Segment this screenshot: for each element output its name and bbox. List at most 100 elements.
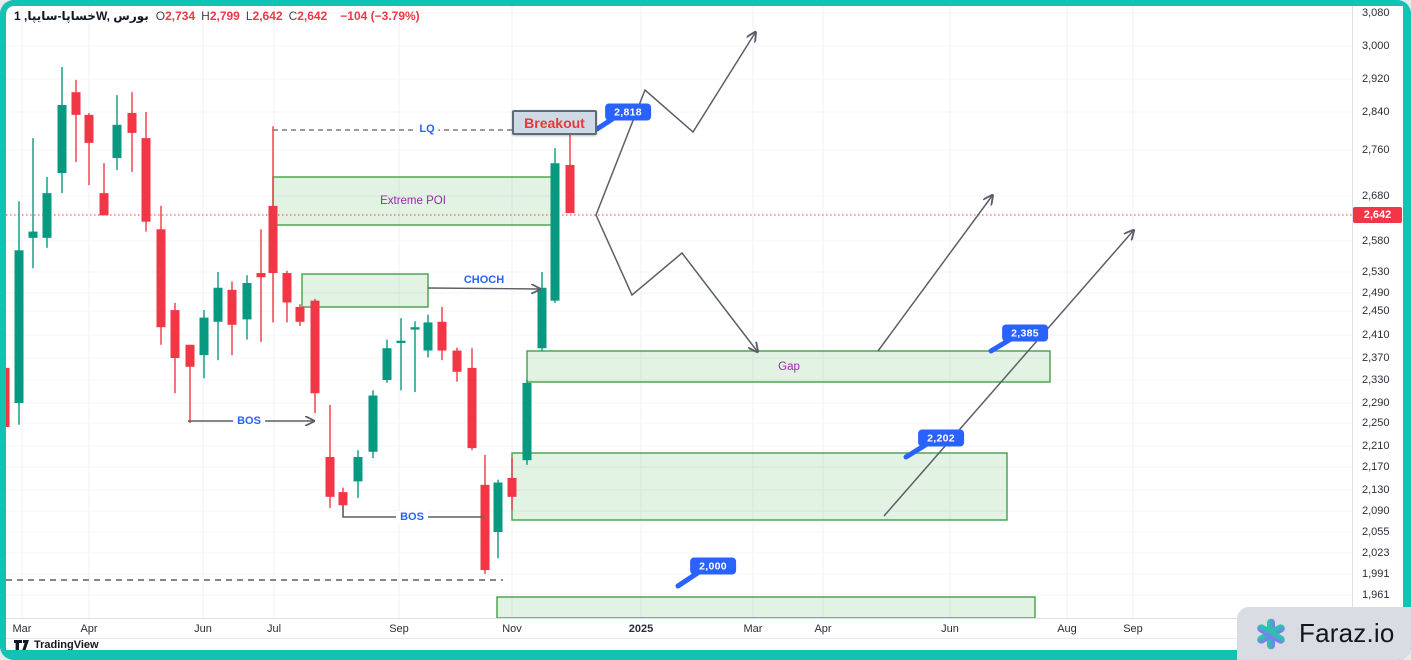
symbol-legend[interactable]: 1 ,خساپا-سایپاW, بورس O2,734 H2,799 L2,642… <box>14 9 420 23</box>
price-tick: 2,055 <box>1362 526 1390 538</box>
demand-bounce-arrow[interactable] <box>883 231 1133 517</box>
time-tick: Mar <box>12 623 32 635</box>
tradingview-attribution[interactable]: TradingView <box>14 639 99 651</box>
frame-border-left <box>0 0 6 660</box>
price-bubble-2202[interactable]: 2,202 <box>918 429 964 447</box>
time-tick: Mar <box>743 623 763 635</box>
candle-body <box>156 229 166 328</box>
time-tick: Apr <box>814 623 832 635</box>
price-tick: 2,490 <box>1362 287 1390 299</box>
bos-label-2[interactable]: BOS <box>396 511 428 523</box>
candle-body <box>141 138 151 222</box>
candle-body <box>227 289 237 325</box>
candle-body <box>71 92 81 115</box>
price-tick: 2,090 <box>1362 505 1390 517</box>
ohlc-o: O2,734 <box>155 9 196 23</box>
candle-body <box>213 287 223 322</box>
bos-label-1[interactable]: BOS <box>233 415 265 427</box>
breakout-label[interactable]: Breakout <box>512 110 597 135</box>
time-tick: Apr <box>80 623 98 635</box>
candle-body <box>493 482 503 532</box>
gap-bounce-arrow[interactable] <box>877 196 992 352</box>
time-tick: Aug <box>1057 623 1077 635</box>
price-tick: 2,170 <box>1362 461 1390 473</box>
bos2-line[interactable] <box>342 505 483 518</box>
candle-body <box>353 457 363 482</box>
change-value: −104 (−3.79%) <box>340 9 420 23</box>
candle-body <box>256 273 266 278</box>
extreme-poi-zone[interactable] <box>272 176 554 226</box>
price-bubble-2385[interactable]: 2,385 <box>1002 324 1048 342</box>
extreme-poi-label[interactable]: Extreme POI <box>380 195 446 207</box>
price-tick: 2,410 <box>1362 329 1390 341</box>
demand-zone-2202[interactable] <box>511 452 1008 521</box>
candle-body <box>467 367 477 449</box>
price-tick: 3,080 <box>1362 7 1390 19</box>
time-tick: Sep <box>389 623 409 635</box>
price-tick: 2,250 <box>1362 417 1390 429</box>
attribution-row <box>6 638 1403 651</box>
time-tick: 2025 <box>628 623 654 635</box>
frame-border-top <box>0 0 1411 6</box>
candle-body <box>325 457 335 497</box>
ohlc-values: O2,734 H2,799 L2,642 C2,642 <box>156 9 334 23</box>
ohlc-h: H2,799 <box>201 9 240 23</box>
candle-body <box>537 287 547 349</box>
ohlc-l: L2,642 <box>245 9 283 23</box>
price-axis[interactable]: 3,080 3,000 2,920 2,840 2,760 2,680 2,580 2,530… <box>1352 6 1404 638</box>
candle-body <box>14 250 24 403</box>
candle-body <box>282 273 292 303</box>
candle-body <box>28 231 38 238</box>
candle-body <box>565 164 575 214</box>
price-tick: 2,840 <box>1362 106 1390 118</box>
price-tick: 1,991 <box>1362 568 1390 580</box>
time-axis[interactable]: Mar Apr Jun Jul Sep Nov 2025 Mar Apr Jun Aug Sep <box>6 618 1403 639</box>
choch-label[interactable]: CHOCH <box>459 274 509 286</box>
price-tick: 2,920 <box>1362 73 1390 85</box>
candle-body <box>84 114 94 143</box>
price-bubble-2000[interactable]: 2,000 <box>690 557 736 575</box>
candle-body <box>452 350 462 372</box>
candle-body <box>170 310 180 358</box>
candle-body <box>268 205 278 274</box>
tradingview-text: TradingView <box>34 639 99 651</box>
frame-border-bottom <box>0 650 1411 660</box>
candle-body <box>437 321 447 351</box>
price-tick: 2,330 <box>1362 374 1390 386</box>
candle-body <box>310 300 320 394</box>
price-tick: 2,760 <box>1362 144 1390 156</box>
time-tick: Sep <box>1123 623 1143 635</box>
choch-arrow[interactable] <box>427 288 539 289</box>
time-tick: Jul <box>266 623 282 635</box>
candle-body <box>112 124 122 159</box>
gap-label[interactable]: Gap <box>778 361 800 373</box>
candle-body <box>199 317 209 356</box>
price-tick: 2,210 <box>1362 440 1390 452</box>
price-tick: 2,290 <box>1362 397 1390 409</box>
bullish-zigzag[interactable] <box>595 33 755 216</box>
time-tick: Nov <box>502 623 522 635</box>
faraz-text: Faraz.io <box>1299 618 1395 648</box>
price-bubble-2818[interactable]: 2,818 <box>605 103 651 121</box>
candle-body <box>382 348 392 380</box>
demand-zone-2000[interactable] <box>496 596 1036 619</box>
price-tick: 1,961 <box>1362 589 1390 601</box>
symbol-name[interactable]: 1 ,خساپا-سایپاW, بورس <box>14 9 149 23</box>
bearish-zigzag[interactable] <box>595 214 757 351</box>
candle-body <box>480 484 490 571</box>
price-tick: 2,370 <box>1362 352 1390 364</box>
lq-label[interactable]: LQ <box>415 123 439 135</box>
candle-body <box>522 382 532 461</box>
gap-zone[interactable] <box>526 350 1051 383</box>
time-tick: Jun <box>194 623 212 635</box>
frame-border-right <box>1403 0 1411 660</box>
candle-body <box>295 306 305 322</box>
price-tick: 2,580 <box>1362 235 1390 247</box>
candle-body <box>99 193 109 216</box>
faraz-asterisk-icon <box>1257 618 1285 649</box>
choch-zone[interactable] <box>301 273 429 308</box>
candle-body <box>185 344 195 367</box>
candle-body <box>368 395 378 452</box>
